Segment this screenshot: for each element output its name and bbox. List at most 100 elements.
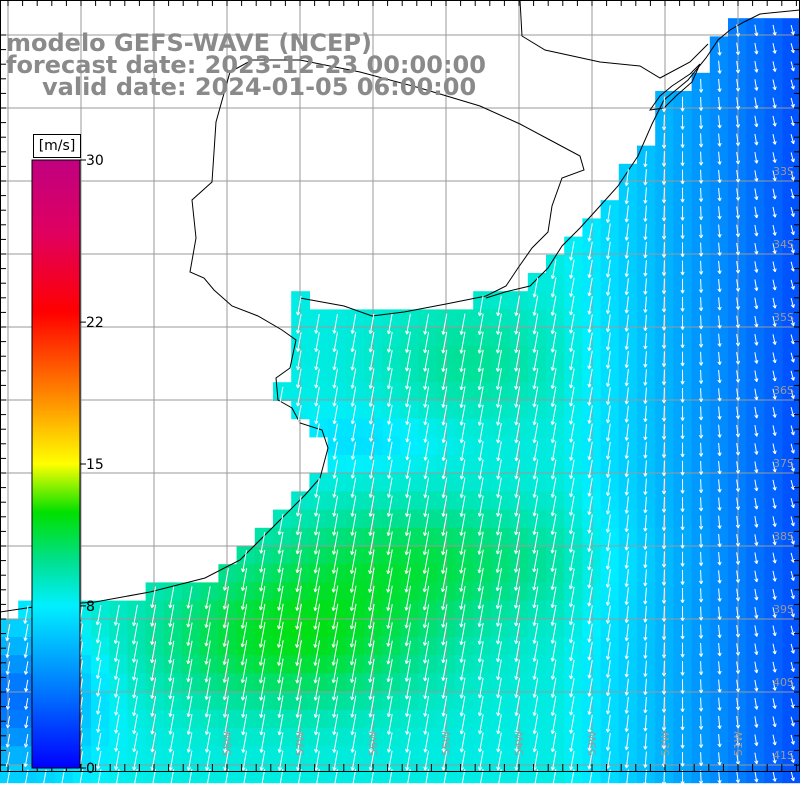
wind-arrow xyxy=(754,97,759,110)
wind-arrow xyxy=(643,150,648,168)
wind-arrow xyxy=(661,478,667,495)
wind-arrow xyxy=(314,405,320,425)
wind-arrow xyxy=(550,677,557,698)
wind-arrow xyxy=(661,678,667,695)
wind-arrow xyxy=(441,331,448,354)
wind-arrow xyxy=(717,333,722,347)
wind-arrow xyxy=(204,586,211,610)
wind-arrow xyxy=(386,695,393,718)
wind-arrow xyxy=(441,441,448,461)
wind-arrow xyxy=(698,479,704,494)
wind-arrow xyxy=(569,423,575,443)
wind-arrow xyxy=(459,567,466,592)
wind-arrow xyxy=(790,352,795,363)
wind-arrow xyxy=(441,459,448,480)
wind-arrow xyxy=(754,152,759,164)
wind-arrow xyxy=(605,423,611,442)
wind-arrow xyxy=(259,732,266,753)
wind-arrow xyxy=(386,622,393,647)
wind-arrow xyxy=(477,477,484,499)
wind-arrow xyxy=(478,459,484,480)
wind-arrow xyxy=(477,495,484,517)
wind-arrow xyxy=(698,460,704,475)
wind-arrow xyxy=(132,750,138,771)
colorbar-tick-label: 22 xyxy=(86,315,104,331)
wind-arrow xyxy=(423,331,430,354)
wind-arrow xyxy=(680,733,685,749)
wind-arrow xyxy=(295,658,302,684)
wind-arrow xyxy=(168,732,175,753)
wind-arrow xyxy=(441,750,448,771)
wind-arrow xyxy=(295,677,302,701)
wind-arrow xyxy=(624,696,629,714)
wind-arrow xyxy=(790,716,795,727)
wind-arrow xyxy=(459,495,466,517)
wind-arrow xyxy=(754,570,759,583)
longitude-label: 55W xyxy=(440,731,453,756)
wind-arrow xyxy=(350,368,357,389)
wind-arrow xyxy=(643,715,648,732)
wind-arrow xyxy=(496,404,502,426)
wind-arrow xyxy=(643,678,648,695)
wind-arrow xyxy=(240,586,248,610)
wind-arrow xyxy=(277,695,284,718)
wind-arrow xyxy=(735,206,741,219)
wind-arrow xyxy=(680,697,685,713)
wind-arrow xyxy=(698,606,704,621)
wind-arrow xyxy=(772,607,777,618)
wind-arrow xyxy=(790,243,795,254)
wind-arrow xyxy=(459,696,466,717)
wind-arrow xyxy=(587,587,593,607)
wind-arrow xyxy=(643,551,648,569)
wind-arrow xyxy=(624,442,629,459)
wind-arrow xyxy=(550,259,557,280)
wind-arrow xyxy=(624,569,629,587)
wind-arrow xyxy=(514,659,520,680)
wind-arrow xyxy=(643,205,648,222)
wind-arrow xyxy=(569,314,575,334)
wind-arrow xyxy=(680,333,685,349)
wind-arrow xyxy=(459,404,466,426)
wind-arrow xyxy=(313,658,320,684)
wind-arrow xyxy=(790,443,795,454)
wind-arrow xyxy=(387,405,393,425)
wind-arrow xyxy=(441,349,448,372)
latitude-label: 41S xyxy=(773,749,794,762)
wind-arrow xyxy=(643,514,648,532)
wind-arrow xyxy=(735,315,741,329)
wind-arrow xyxy=(587,314,593,333)
wind-arrow xyxy=(368,585,375,612)
wind-arrow xyxy=(313,603,321,630)
wind-arrow xyxy=(332,459,338,479)
wind-arrow xyxy=(717,661,722,675)
wind-arrow xyxy=(404,640,411,665)
wind-arrow xyxy=(441,477,448,499)
wind-arrow xyxy=(405,495,411,517)
wind-arrow xyxy=(332,386,338,407)
wind-arrow xyxy=(680,351,685,367)
wind-arrow xyxy=(717,60,722,74)
wind-arrow xyxy=(624,514,629,533)
wind-arrow xyxy=(735,570,741,583)
border-line xyxy=(519,0,709,79)
wind-arrow xyxy=(350,441,357,460)
wind-arrow xyxy=(24,679,29,692)
wind-arrow xyxy=(754,534,759,546)
wind-arrow xyxy=(717,315,722,329)
colorbar-unit: [m/s] xyxy=(33,134,81,158)
wind-arrow xyxy=(661,624,667,640)
wind-arrow xyxy=(698,752,704,767)
wind-arrow xyxy=(605,714,611,733)
longitude-label: 53W xyxy=(586,731,599,756)
coastline-brazil xyxy=(485,9,800,299)
wind-arrow xyxy=(643,260,648,277)
wind-arrow xyxy=(735,133,741,146)
wind-arrow xyxy=(331,622,339,648)
wind-arrow xyxy=(680,606,685,622)
wind-arrow xyxy=(241,695,248,718)
wind-arrow xyxy=(587,496,593,516)
wind-arrow xyxy=(550,368,557,390)
wind-arrow xyxy=(441,677,448,699)
wind-arrow xyxy=(754,461,759,474)
wind-arrow xyxy=(131,622,138,645)
